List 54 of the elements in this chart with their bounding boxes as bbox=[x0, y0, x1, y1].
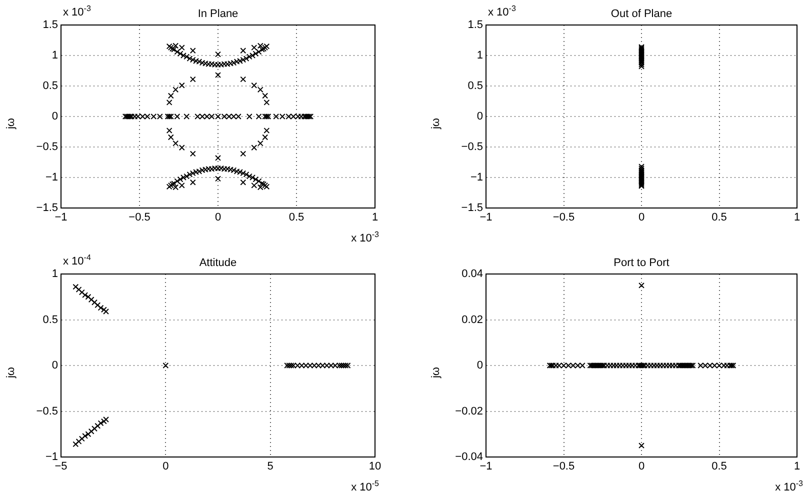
y-tick-label: −1 bbox=[45, 451, 58, 464]
y-tick-label: 1.5 bbox=[42, 19, 58, 32]
y-tick-label: 0.5 bbox=[468, 80, 483, 92]
chart-title: Out of Plane bbox=[610, 8, 672, 20]
y-axis-title: jω bbox=[5, 366, 18, 378]
y-axis-title: jω bbox=[5, 118, 18, 130]
y-tick-label: 0.5 bbox=[42, 314, 58, 326]
x-tick-label: 0 bbox=[638, 212, 645, 224]
y-tick-label: 0 bbox=[476, 110, 483, 123]
x-tick-label: 1 bbox=[372, 212, 378, 224]
y-tick-label: −0.02 bbox=[455, 405, 483, 418]
chart-title: In Plane bbox=[198, 8, 238, 20]
text: x 10$^{-4}$ bbox=[63, 253, 91, 268]
y-tick-label: −1 bbox=[45, 172, 58, 184]
x-tick-label: −0.5 bbox=[552, 460, 575, 473]
x-axis-title: x 10$^{-3}$ bbox=[775, 479, 803, 494]
x-tick-label: 0.5 bbox=[712, 460, 727, 473]
x-tick-label: −5 bbox=[54, 460, 68, 473]
x-tick-label: 0 bbox=[162, 460, 169, 473]
chart-title: Attitude bbox=[199, 257, 237, 269]
x-tick-label: 1 bbox=[794, 212, 800, 224]
y-tick-label: −0.04 bbox=[455, 451, 483, 464]
x-axis-title: x 10$^{-3}$ bbox=[351, 230, 379, 245]
y-tick-label: 0.02 bbox=[462, 314, 483, 326]
y-tick-label: −1 bbox=[470, 172, 483, 184]
y-tick-label: 1.5 bbox=[468, 19, 483, 32]
x-tick-label: 0.5 bbox=[288, 212, 304, 224]
text: x 10$^{-3}$ bbox=[63, 4, 91, 19]
x-tick-label: 10 bbox=[368, 460, 382, 473]
x-tick-label: 0.5 bbox=[712, 212, 727, 224]
y-tick-label: 0.04 bbox=[462, 268, 483, 280]
y-tick-label: −1.5 bbox=[36, 202, 58, 214]
y-tick-label: −0.5 bbox=[461, 141, 483, 154]
x-tick-label: 1 bbox=[794, 460, 800, 473]
y-axis-title: jω bbox=[430, 366, 442, 378]
x-tick-label: 0 bbox=[214, 212, 222, 224]
x-tick-label: 0 bbox=[638, 460, 645, 473]
x-axis-title: x 10$^{-5}$ bbox=[351, 479, 379, 494]
y-tick-label: −1.5 bbox=[461, 202, 483, 214]
y-tick-label: −0.5 bbox=[36, 405, 58, 418]
x-tick-label: −0.5 bbox=[552, 212, 575, 224]
y-tick-label: −0.5 bbox=[36, 141, 58, 154]
y-tick-label: 0 bbox=[52, 110, 58, 123]
y-tick-label: 0 bbox=[52, 360, 58, 372]
y-tick-label: 1 bbox=[476, 50, 483, 62]
y-axis-title: jω bbox=[430, 118, 442, 130]
text: x 10$^{-3}$ bbox=[488, 4, 516, 19]
y-tick-label: 0.5 bbox=[42, 80, 58, 92]
x-tick-label: −0.5 bbox=[128, 212, 150, 224]
chart-title: Port to Port bbox=[612, 257, 670, 269]
y-tick-label: 1 bbox=[52, 268, 58, 280]
y-tick-label: 1 bbox=[52, 50, 58, 62]
y-tick-label: 0 bbox=[476, 360, 483, 372]
x-tick-label: 5 bbox=[267, 460, 274, 473]
